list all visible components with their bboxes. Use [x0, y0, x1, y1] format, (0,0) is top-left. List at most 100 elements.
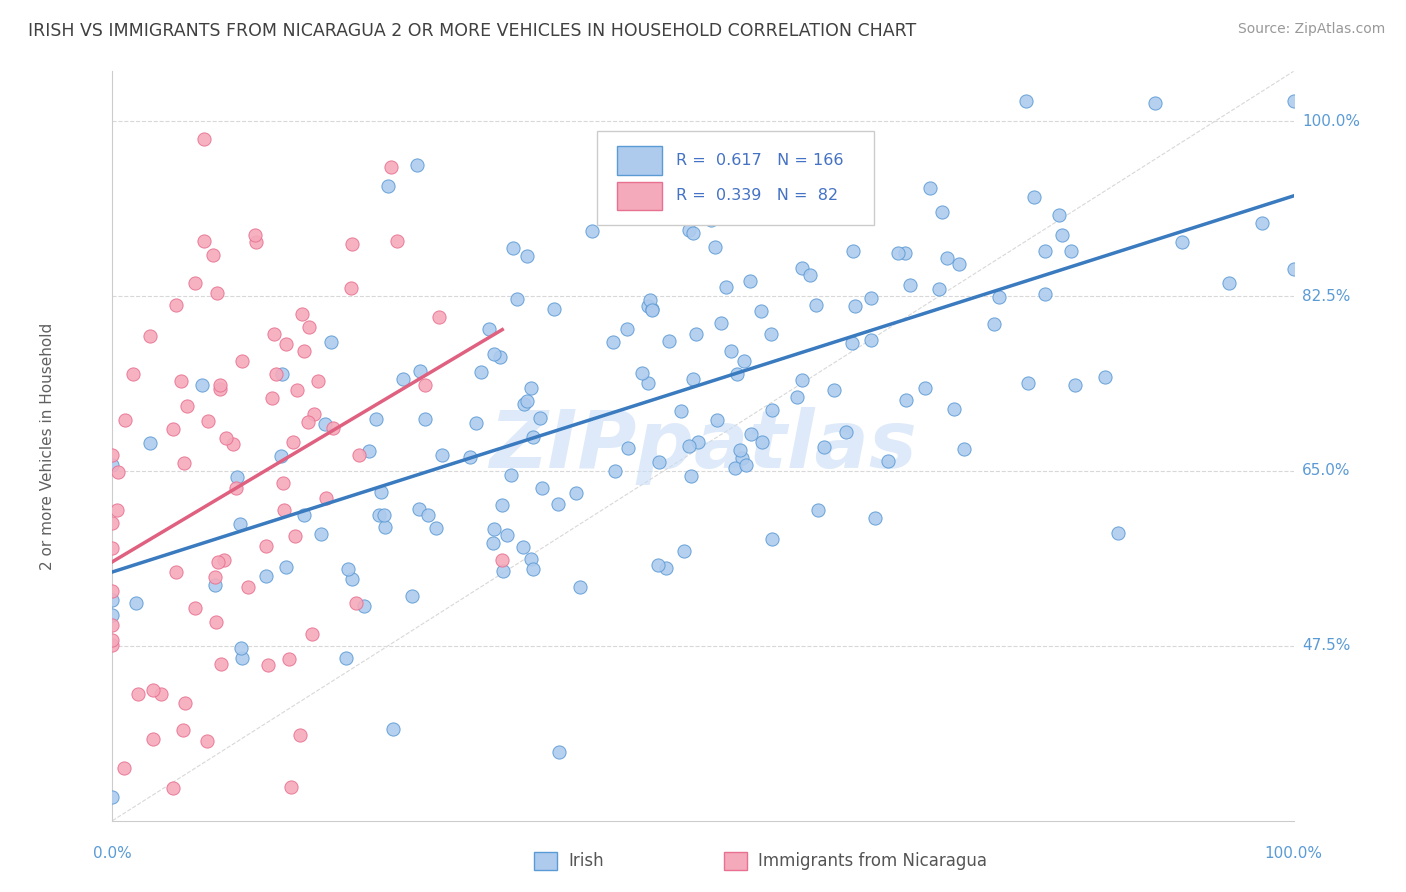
Point — [229, 516, 252, 531]
Point — [733, 353, 755, 368]
Point — [682, 226, 704, 240]
Point — [470, 365, 492, 379]
Point — [231, 353, 253, 368]
Point — [842, 244, 865, 258]
Point — [292, 343, 315, 358]
Point — [1059, 244, 1081, 259]
Point — [792, 373, 814, 387]
Point — [392, 372, 415, 386]
Point — [669, 403, 692, 417]
Point — [204, 570, 226, 584]
Point — [301, 627, 323, 641]
Point — [806, 297, 828, 311]
Text: ZIPpatlas: ZIPpatlas — [489, 407, 917, 485]
Point — [165, 565, 187, 579]
Point — [101, 449, 124, 463]
Text: 100.0%: 100.0% — [1302, 114, 1360, 128]
Point — [860, 292, 883, 306]
Point — [823, 384, 845, 398]
Point — [101, 583, 124, 598]
Point — [193, 234, 215, 248]
Point — [101, 541, 124, 555]
Point — [799, 268, 821, 282]
Point — [513, 397, 536, 411]
Point — [495, 528, 517, 542]
Point — [531, 481, 554, 495]
Point — [207, 555, 229, 569]
Point — [704, 240, 727, 254]
Point — [547, 497, 569, 511]
Point — [887, 246, 910, 260]
Point — [813, 440, 835, 454]
Point — [520, 551, 543, 566]
Point — [112, 761, 135, 775]
Point — [780, 149, 803, 163]
Point — [173, 456, 195, 470]
Point — [184, 601, 207, 615]
Point — [222, 437, 245, 451]
Point — [894, 246, 917, 260]
FancyBboxPatch shape — [596, 131, 875, 225]
Point — [655, 560, 678, 574]
Point — [292, 508, 315, 522]
Point — [714, 279, 737, 293]
Point — [844, 299, 866, 313]
Text: 82.5%: 82.5% — [1302, 289, 1350, 303]
Point — [637, 376, 659, 390]
Point — [492, 564, 515, 578]
Point — [246, 833, 269, 847]
Point — [502, 241, 524, 255]
Point — [101, 632, 124, 647]
Point — [138, 328, 160, 343]
Point — [276, 337, 298, 351]
Point — [900, 277, 922, 292]
Point — [465, 416, 488, 430]
Point — [281, 435, 304, 450]
Point — [368, 508, 391, 522]
Text: 0.0%: 0.0% — [93, 846, 132, 861]
Point — [409, 363, 432, 377]
Point — [1047, 208, 1070, 222]
Text: 100.0%: 100.0% — [1264, 846, 1323, 861]
FancyBboxPatch shape — [617, 146, 662, 175]
Point — [616, 441, 638, 455]
Point — [271, 476, 294, 491]
Point — [529, 411, 551, 425]
Point — [162, 422, 184, 436]
Point — [231, 651, 253, 665]
Point — [353, 599, 375, 613]
Point — [387, 234, 409, 248]
Point — [197, 414, 219, 428]
Point — [107, 465, 129, 479]
Point — [928, 282, 950, 296]
Point — [724, 461, 747, 475]
Point — [522, 562, 544, 576]
Point — [685, 327, 707, 342]
Point — [264, 368, 287, 382]
Point — [288, 728, 311, 742]
Point — [605, 464, 627, 478]
Point — [859, 333, 882, 347]
Point — [835, 425, 858, 439]
Point — [682, 372, 704, 386]
Point — [731, 450, 754, 465]
Point — [430, 448, 453, 462]
Text: 2 or more Vehicles in Household: 2 or more Vehicles in Household — [39, 322, 55, 570]
Point — [416, 508, 439, 522]
Point — [271, 368, 294, 382]
Point — [1033, 287, 1056, 301]
Point — [792, 260, 814, 275]
Point — [201, 247, 224, 261]
Point — [988, 290, 1011, 304]
Point — [285, 383, 308, 397]
Point — [1050, 228, 1073, 243]
Point — [491, 498, 513, 512]
FancyBboxPatch shape — [617, 181, 662, 210]
Point — [245, 235, 267, 249]
Point — [427, 310, 450, 324]
Point — [489, 350, 512, 364]
Point — [787, 189, 810, 203]
Point — [307, 374, 329, 388]
Point — [1170, 235, 1192, 250]
Point — [678, 439, 700, 453]
